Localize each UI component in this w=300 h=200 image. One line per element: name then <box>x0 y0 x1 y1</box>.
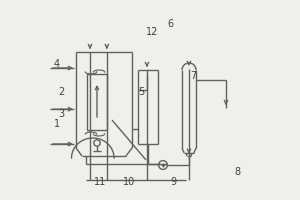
Text: 3: 3 <box>58 109 64 119</box>
Text: 8: 8 <box>234 167 240 177</box>
Text: 2: 2 <box>58 87 64 97</box>
Text: 12: 12 <box>146 27 158 37</box>
Text: 5: 5 <box>138 87 144 97</box>
Text: 1: 1 <box>54 119 60 129</box>
Text: 9: 9 <box>170 177 176 187</box>
Text: 10: 10 <box>123 177 135 187</box>
Text: 11: 11 <box>94 177 106 187</box>
Text: 4: 4 <box>54 59 60 69</box>
Text: 6: 6 <box>167 19 173 29</box>
Text: 7: 7 <box>190 71 196 81</box>
